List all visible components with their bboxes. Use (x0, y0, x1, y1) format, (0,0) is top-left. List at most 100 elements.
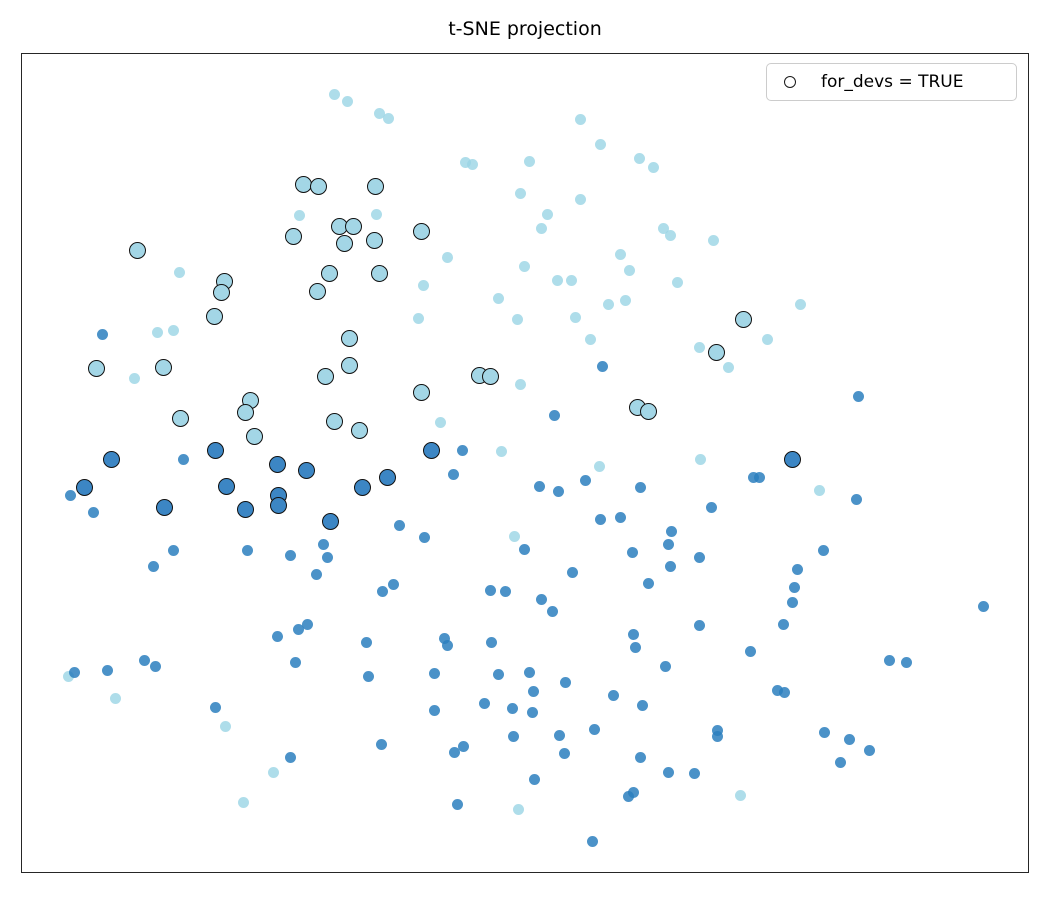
scatter-point-light (370, 208, 382, 220)
scatter-point-dark (548, 409, 560, 421)
scatter-point-for-devs-light (370, 264, 388, 282)
scatter-point-dark (360, 636, 372, 648)
scatter-point-dark (594, 513, 606, 525)
scatter-point-light (565, 274, 577, 286)
scatter-point-dark (559, 676, 571, 688)
scatter-point-light (167, 324, 179, 336)
scatter-point-dark (788, 581, 800, 593)
scatter-point-dark (659, 660, 671, 672)
scatter-point-dark (438, 632, 450, 644)
scatter-point-for-devs-light (154, 358, 172, 376)
scatter-point-dark (705, 501, 717, 513)
scatter-point-dark (87, 506, 99, 518)
scatter-point-dark (533, 480, 545, 492)
scatter-point-dark (777, 618, 789, 630)
scatter-point-for-devs-light (639, 402, 657, 420)
scatter-point-light (151, 326, 163, 338)
scatter-point-dark (457, 740, 469, 752)
scatter-point-dark (614, 511, 626, 523)
scatter-point-dark (566, 566, 578, 578)
scatter-point-dark (428, 667, 440, 679)
scatter-point-dark (284, 751, 296, 763)
scatter-point-light (593, 460, 605, 472)
scatter-point-dark (863, 744, 875, 756)
scatter-point-for-devs-light (171, 409, 189, 427)
scatter-point-dark (711, 724, 723, 736)
scatter-point-light (657, 222, 669, 234)
scatter-point-dark (579, 474, 591, 486)
scatter-point-for-devs-light (412, 383, 430, 401)
scatter-point-dark (448, 746, 460, 758)
scatter-point-dark (588, 723, 600, 735)
scatter-point-for-devs-light (340, 356, 358, 374)
scatter-point-for-devs-light (325, 412, 343, 430)
scatter-point-light (417, 279, 429, 291)
scatter-point-for-devs-light (236, 403, 254, 421)
scatter-point-for-devs-light (340, 329, 358, 347)
scatter-point-light (109, 692, 121, 704)
scatter-point-dark (301, 618, 313, 630)
scatter-point-dark (310, 568, 322, 580)
scatter-point-light (523, 155, 535, 167)
scatter-point-light (623, 264, 635, 276)
scatter-point-dark (552, 485, 564, 497)
scatter-point-dark (518, 543, 530, 555)
scatter-point-light (633, 152, 645, 164)
scatter-point-dark (607, 689, 619, 701)
scatter-point-light (441, 251, 453, 263)
scatter-point-dark (484, 584, 496, 596)
scatter-point-light (341, 95, 353, 107)
scatter-point-for-devs-dark (422, 441, 440, 459)
scatter-point-dark (418, 531, 430, 543)
scatter-point-dark (662, 538, 674, 550)
scatter-point-dark (883, 654, 895, 666)
scatter-point-dark (747, 471, 759, 483)
scatter-point-light (514, 378, 526, 390)
scatter-point-light (693, 341, 705, 353)
scatter-point-for-devs-dark (297, 461, 315, 479)
open-circle-icon (784, 76, 796, 88)
scatter-point-dark (167, 544, 179, 556)
scatter-point-dark (850, 493, 862, 505)
scatter-point-dark (771, 684, 783, 696)
scatter-point-light (512, 803, 524, 815)
scatter-point-light (671, 276, 683, 288)
scatter-point-light (541, 208, 553, 220)
scatter-point-dark (642, 577, 654, 589)
scatter-point-dark (289, 656, 301, 668)
scatter-point-for-devs-dark (268, 455, 286, 473)
scatter-point-dark (627, 786, 639, 798)
scatter-point-dark (596, 360, 608, 372)
scatter-point-dark (558, 747, 570, 759)
scatter-point-light (813, 484, 825, 496)
scatter-point-for-devs-light (335, 234, 353, 252)
scatter-point-for-devs-light (245, 427, 263, 445)
scatter-point-for-devs-light (205, 307, 223, 325)
scatter-point-light (492, 292, 504, 304)
scatter-point-dark (147, 560, 159, 572)
scatter-point-for-devs-light (316, 367, 334, 385)
scatter-point-dark (492, 668, 504, 680)
scatter-point-light (508, 530, 520, 542)
scatter-point-light (434, 416, 446, 428)
scatter-point-dark (441, 639, 453, 651)
scatter-point-dark (634, 481, 646, 493)
scatter-point-for-devs-light (87, 359, 105, 377)
scatter-point-for-devs-light (481, 367, 499, 385)
scatter-point-light (412, 312, 424, 324)
scatter-point-for-devs-dark (353, 478, 371, 496)
scatter-point-dark (241, 544, 253, 556)
scatter-point-for-devs-light (350, 421, 368, 439)
legend-label: for_devs = TRUE (821, 72, 964, 92)
scatter-point-dark (791, 563, 803, 575)
scatter-point-dark (977, 600, 989, 612)
scatter-point-light (535, 222, 547, 234)
scatter-point-light (373, 107, 385, 119)
scatter-point-for-devs-light (308, 282, 326, 300)
scatter-point-for-devs-dark (75, 478, 93, 496)
scatter-point-dark (626, 546, 638, 558)
scatter-point-dark (527, 685, 539, 697)
scatter-point-light (293, 209, 305, 221)
scatter-point-dark (843, 733, 855, 745)
